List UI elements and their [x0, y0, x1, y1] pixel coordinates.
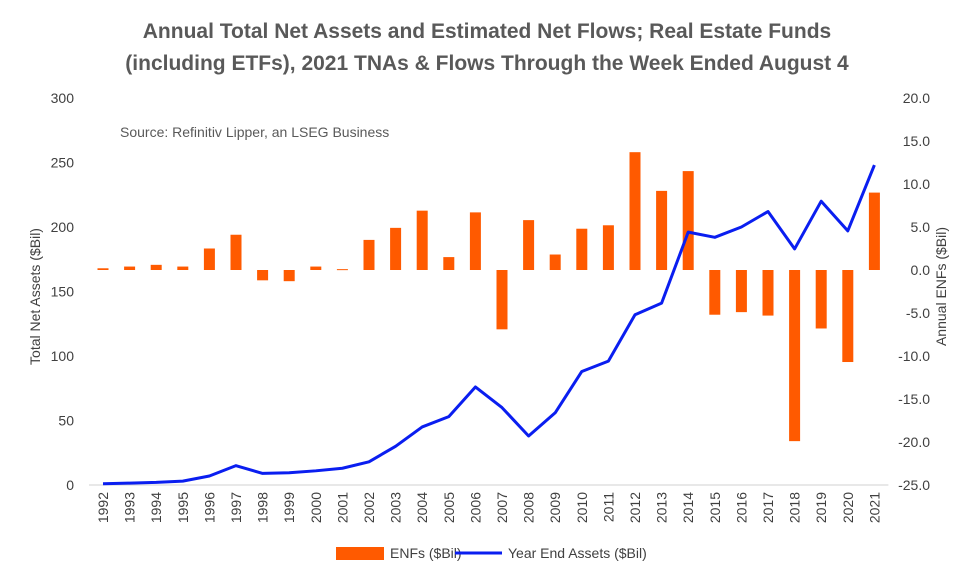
x-tick-label: 1994 — [148, 492, 164, 523]
enf-bar-1995 — [177, 266, 189, 270]
x-tick-label: 2019 — [813, 492, 829, 523]
legend-assets-label: Year End Assets ($Bil) — [508, 545, 647, 561]
enf-bar-2005 — [443, 257, 455, 270]
enf-bar-2006 — [469, 212, 481, 270]
left-tick-label: 0 — [66, 477, 74, 493]
right-tick-label: -25.0 — [898, 477, 930, 493]
enf-bar-2003 — [390, 227, 402, 270]
right-axis-ticks: -25.0 -20.0 -15.0 -10.0 -5.0 0.0 5.0 10.0 15.0 20… — [898, 90, 930, 493]
enf-bar-1999 — [283, 270, 295, 282]
enf-bar-2012 — [629, 152, 641, 270]
enf-bar-2002 — [363, 239, 375, 270]
right-tick-label: 0.0 — [911, 262, 931, 278]
left-tick-label: 100 — [51, 348, 75, 364]
x-tick-label: 2021 — [866, 492, 882, 523]
enf-bar-2008 — [523, 220, 535, 270]
enf-bars — [97, 152, 880, 442]
right-tick-label: 10.0 — [903, 176, 930, 192]
x-tick-label: 2010 — [574, 492, 590, 523]
left-axis-ticks: 0 50 100 150 200 250 300 — [51, 90, 75, 493]
x-tick-label: 2014 — [680, 492, 696, 523]
x-tick-label: 2015 — [707, 492, 723, 523]
left-axis-label: Total Net Assets ($Bil) — [27, 228, 43, 365]
right-tick-label: 15.0 — [903, 133, 930, 149]
x-tick-label: 2001 — [334, 492, 350, 523]
enf-bar-2007 — [496, 270, 508, 330]
enf-bar-2015 — [709, 270, 721, 315]
enf-bar-1997 — [230, 234, 242, 270]
right-tick-label: -10.0 — [898, 348, 930, 364]
enf-bar-2011 — [602, 225, 614, 270]
x-tick-label: 1992 — [95, 492, 111, 523]
enf-bar-2018 — [789, 270, 801, 442]
right-tick-label: -5.0 — [906, 305, 930, 321]
x-tick-label: 1995 — [175, 492, 191, 523]
x-tick-label: 2018 — [787, 492, 803, 523]
x-tick-label: 2012 — [627, 492, 643, 523]
x-tick-label: 2016 — [733, 492, 749, 523]
right-axis-label: Annual ENFs ($Bil) — [933, 227, 949, 346]
x-tick-label: 2011 — [600, 492, 616, 522]
x-tick-label: 2008 — [521, 492, 537, 523]
x-tick-label: 2005 — [441, 492, 457, 523]
right-tick-label: 20.0 — [903, 90, 930, 106]
enf-bar-2017 — [762, 270, 774, 316]
x-tick-label: 2006 — [467, 492, 483, 523]
x-tick-label: 1999 — [281, 492, 297, 523]
left-tick-label: 300 — [51, 90, 75, 106]
enf-bar-1993 — [124, 266, 136, 270]
chart-title-line2: (including ETFs), 2021 TNAs & Flows Thro… — [125, 52, 849, 75]
x-tick-label: 1997 — [228, 492, 244, 523]
x-tick-label: 2000 — [308, 492, 324, 523]
enf-bar-2014 — [682, 171, 694, 270]
x-tick-label: 2007 — [494, 492, 510, 523]
left-tick-label: 250 — [51, 155, 75, 171]
source-note: Source: Refinitiv Lipper, an LSEG Busine… — [120, 124, 389, 140]
enf-bar-2019 — [815, 270, 827, 329]
x-tick-label: 1998 — [255, 492, 271, 523]
enf-bar-1996 — [203, 248, 215, 270]
left-tick-label: 150 — [51, 284, 75, 300]
enf-bar-2016 — [735, 270, 747, 313]
enf-bar-2020 — [842, 270, 854, 363]
x-tick-label: 2017 — [760, 492, 776, 523]
x-tick-label: 2003 — [388, 492, 404, 523]
left-tick-label: 50 — [58, 413, 74, 429]
enf-bar-2000 — [310, 266, 322, 270]
enf-bar-1998 — [257, 270, 269, 281]
legend-enf-swatch — [336, 547, 384, 560]
enf-bar-2001 — [336, 269, 348, 271]
year-end-assets-line — [102, 164, 876, 486]
right-tick-label: -20.0 — [898, 434, 930, 450]
enf-bar-2010 — [576, 228, 588, 270]
x-tick-label: 2013 — [654, 492, 670, 523]
enf-bar-2013 — [656, 190, 668, 270]
right-tick-label: 5.0 — [911, 219, 931, 235]
legend: ENFs ($Bil) Year End Assets ($Bil) — [336, 545, 647, 561]
x-tick-label: 2020 — [840, 492, 856, 523]
enf-bar-2004 — [416, 210, 428, 270]
x-tick-label: 2004 — [414, 492, 430, 523]
x-axis-ticks: 1992 1993 1994 1995 1996 1997 1998 1999 2000 2001… — [95, 492, 882, 523]
x-tick-label: 1996 — [201, 492, 217, 523]
enf-bar-2021 — [868, 192, 880, 270]
left-tick-label: 200 — [51, 219, 75, 235]
enf-bar-1992 — [97, 268, 109, 270]
x-tick-label: 2002 — [361, 492, 377, 523]
chart-title-line1: Annual Total Net Assets and Estimated Ne… — [143, 20, 831, 43]
x-tick-label: 2009 — [547, 492, 563, 523]
enf-bar-2009 — [549, 254, 561, 270]
right-tick-label: -15.0 — [898, 391, 930, 407]
legend-enf-label: ENFs ($Bil) — [390, 545, 462, 561]
x-tick-label: 1993 — [122, 492, 138, 523]
enf-bar-1994 — [150, 264, 162, 270]
